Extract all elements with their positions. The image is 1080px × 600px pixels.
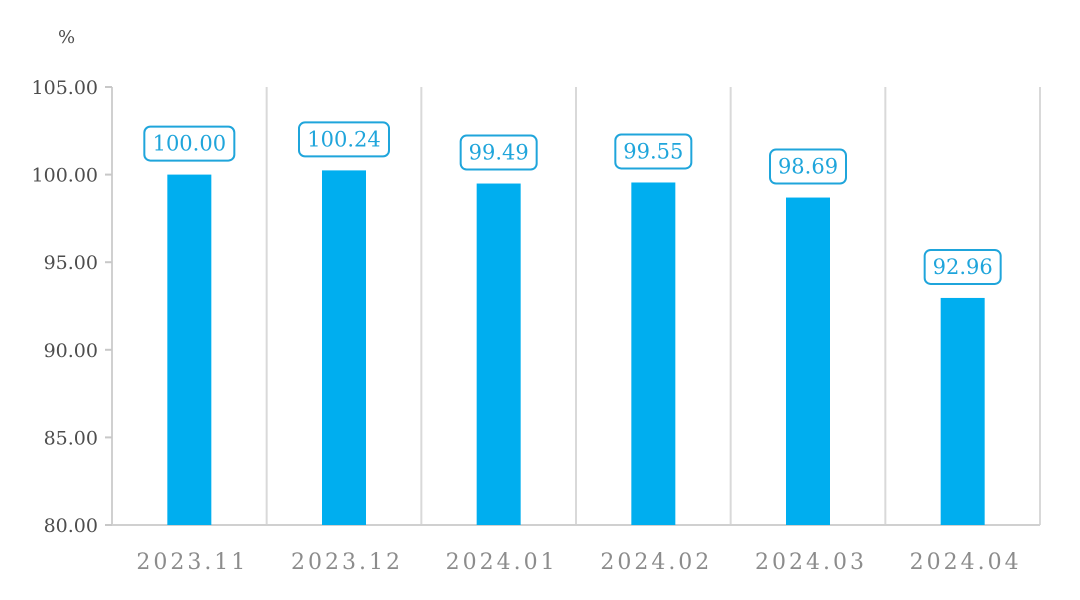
bar: [940, 297, 985, 525]
y-tick-label: 80.00: [44, 515, 98, 537]
y-tick-label: 105.00: [32, 77, 98, 99]
bar: [322, 170, 366, 525]
data-labels: 100.00 100.24 99.49 99.55 98.69 92.96: [143, 121, 1002, 285]
data-label-box: [923, 248, 1002, 285]
data-label-box: [769, 148, 847, 185]
axes: 80.00 85.00 90.00 95.00 100.00 105.00 2023.11 2…: [32, 77, 1040, 575]
data-label-box: [459, 134, 538, 171]
x-tick-label: 2024.04: [910, 550, 1022, 575]
data-label-box: [614, 133, 693, 170]
bar: [631, 182, 676, 525]
bar: [786, 197, 830, 525]
data-label: 100.00: [153, 132, 226, 156]
bar: [167, 174, 212, 525]
data-label: 92.96: [933, 255, 993, 279]
y-tick-label: 90.00: [44, 340, 98, 362]
y-axis-label: %: [58, 27, 75, 48]
x-tick-label: 2024.01: [446, 550, 558, 575]
x-tick-label: 2023.12: [291, 550, 403, 575]
data-label: 98.69: [778, 155, 838, 179]
x-tick-label: 2024.02: [600, 550, 712, 575]
y-tick-label: 85.00: [44, 427, 98, 449]
data-label-box: [298, 121, 390, 158]
data-label: 99.55: [623, 139, 683, 163]
bars: [167, 170, 985, 525]
grid: [265, 87, 1041, 525]
data-label-box: [143, 125, 236, 162]
data-label: 99.49: [469, 141, 529, 165]
data-label: 100.24: [307, 127, 380, 151]
bar: [476, 183, 521, 525]
y-tick-label: 95.00: [44, 252, 98, 274]
x-tick-label: 2023.11: [136, 550, 248, 575]
x-tick-label: 2024.03: [755, 550, 867, 575]
y-tick-label: 100.00: [32, 165, 98, 187]
